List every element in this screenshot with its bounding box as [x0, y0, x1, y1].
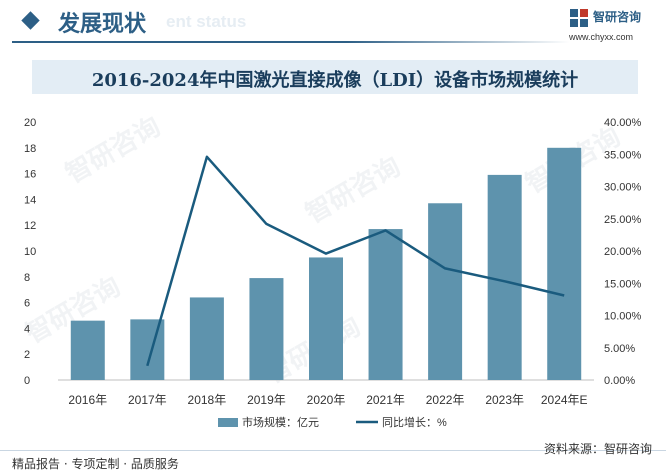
y-left-tick-label: 4: [24, 323, 30, 335]
bar: [368, 229, 403, 380]
y-left-tick-label: 10: [24, 246, 36, 258]
bar: [487, 174, 522, 380]
y-right-tick-label: 20.00%: [604, 246, 642, 258]
y-left-tick-label: 0: [24, 375, 30, 387]
bar: [309, 257, 343, 380]
header-title: 发展现状: [58, 12, 147, 37]
legend-label-bar: 市场规模：亿元: [242, 415, 319, 429]
growth-line: [146, 155, 565, 367]
footer-tagline: 精品报告 · 专项定制 · 品质服务: [12, 457, 179, 471]
x-tick-label: 2019年: [247, 393, 286, 407]
logo-name: 智研咨询: [593, 10, 642, 24]
y-right-tick-label: 30.00%: [604, 182, 642, 194]
bar: [547, 147, 582, 380]
brand-logo: 智研咨询 www.chyxx.com: [569, 8, 661, 46]
legend-swatch-bar: [218, 418, 238, 427]
y-right-tick-label: 0.00%: [604, 375, 635, 387]
y-right-tick-label: 25.00%: [604, 214, 642, 226]
logo-icon: [570, 9, 588, 27]
bar: [189, 297, 224, 380]
x-tick-label: 2022年: [426, 393, 465, 407]
x-tick-label: 2018年: [188, 393, 227, 407]
header: ent status 发展现状 智研咨询 www.chyxx.com: [0, 0, 666, 50]
x-tick-label: 2017年: [128, 393, 167, 407]
x-tick-label: 2023年: [485, 393, 524, 407]
y-right-tick-label: 40.00%: [604, 117, 642, 129]
title-band: [32, 60, 638, 94]
header-underline: [12, 41, 570, 43]
header-subtitle: ent status: [166, 12, 247, 31]
footer-source: 资料来源：智研咨询: [543, 442, 652, 456]
y-right-tick-label: 10.00%: [604, 311, 642, 323]
y-left-tick-label: 14: [24, 194, 36, 206]
x-tick-label: 2021年: [366, 393, 405, 407]
y-left-tick-label: 6: [24, 298, 30, 310]
x-tick-label: 2016年: [68, 393, 107, 407]
bar: [249, 278, 284, 380]
y-left-tick-label: 16: [24, 169, 36, 181]
footer-divider: [0, 450, 666, 451]
legend-label-line: 同比增长：%: [382, 415, 447, 429]
y-left-tick-label: 12: [24, 220, 36, 232]
logo-url: www.chyxx.com: [569, 32, 634, 42]
y-left-tick-label: 18: [24, 143, 36, 155]
x-tick-label: 2024年E: [541, 393, 588, 407]
chart-title: 2016-2024年中国激光直接成像（LDI）设备市场规模统计: [91, 70, 579, 91]
bar: [70, 320, 105, 380]
y-right-tick-label: 35.00%: [604, 149, 642, 161]
y-right-tick-label: 5.00%: [604, 343, 635, 355]
y-right-tick-label: 15.00%: [604, 278, 642, 290]
y-left-tick-label: 20: [24, 117, 36, 129]
x-tick-label: 2020年: [307, 393, 346, 407]
y-left-tick-label: 2: [24, 349, 30, 361]
y-left-tick-label: 8: [24, 272, 30, 284]
bar: [428, 203, 463, 380]
